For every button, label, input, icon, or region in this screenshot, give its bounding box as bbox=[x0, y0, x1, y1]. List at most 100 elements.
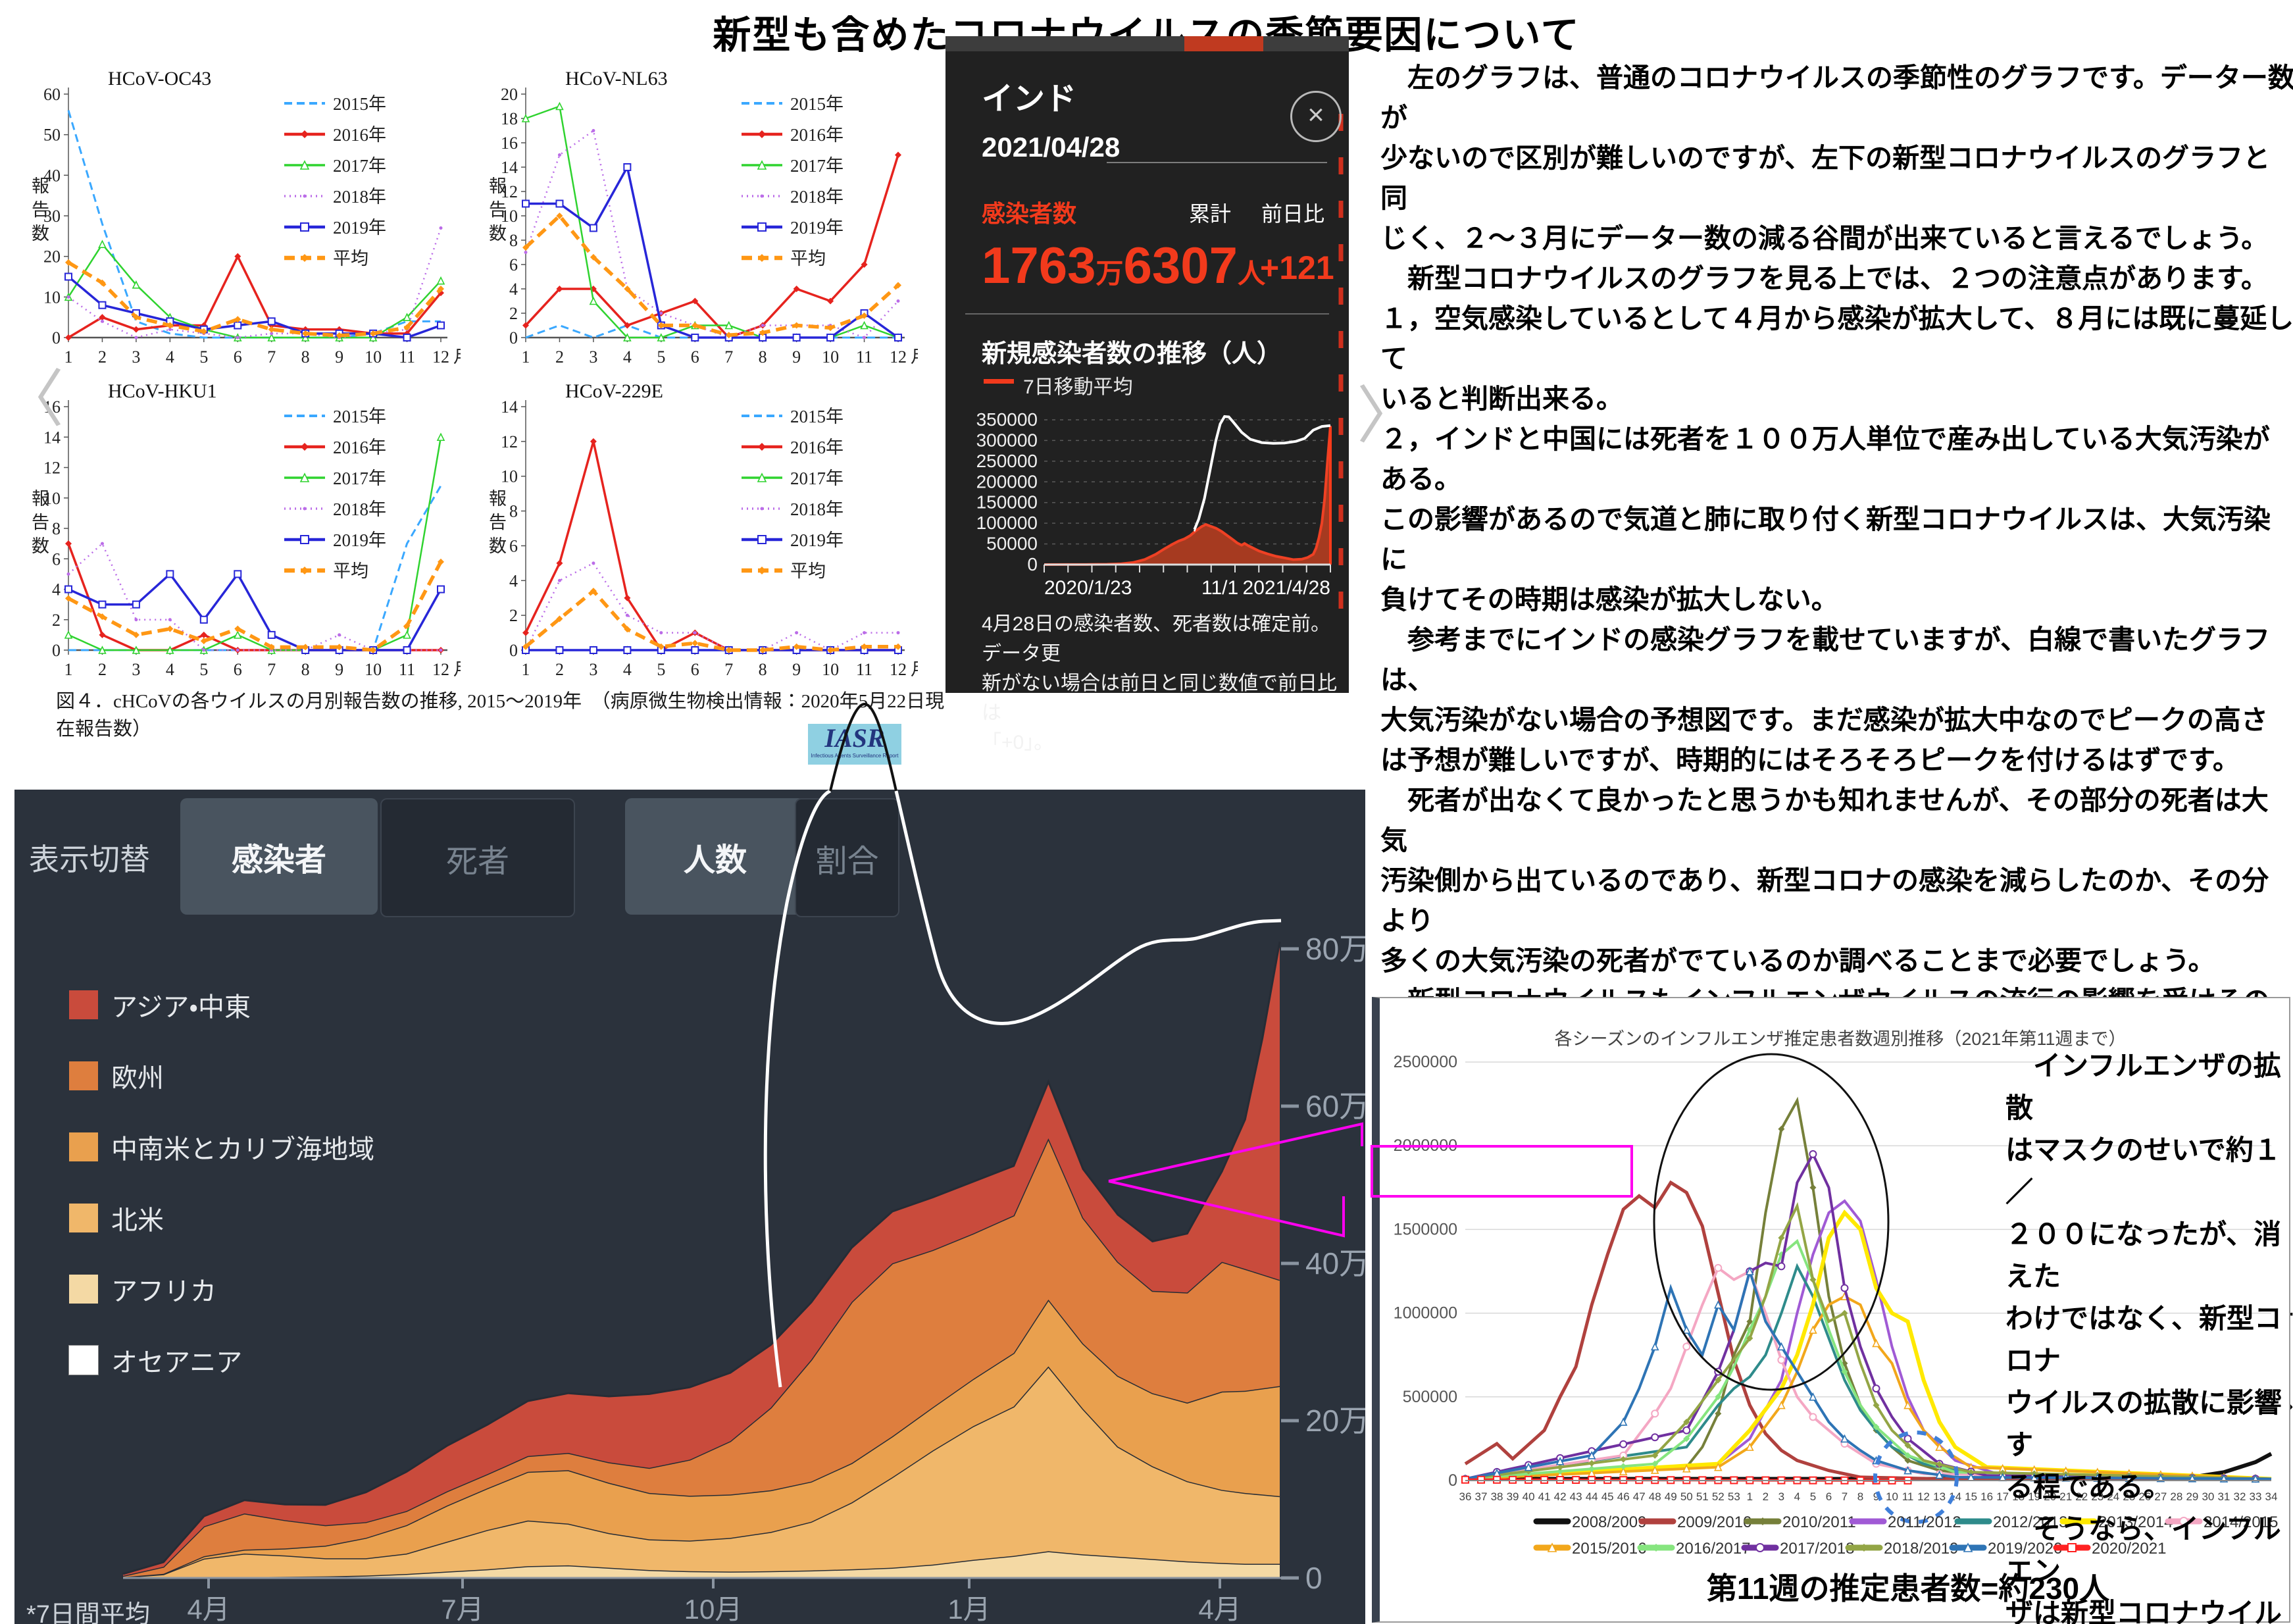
legend-swatch bbox=[68, 1345, 99, 1375]
value-main: 1763 bbox=[982, 236, 1096, 294]
series-2019/2020 bbox=[1465, 1266, 2272, 1481]
marker-diamond bbox=[1904, 1457, 1911, 1464]
flu-side-line: わけではなく、新型コロナ bbox=[2005, 1303, 2282, 1376]
y-tick-label: 20 bbox=[501, 85, 518, 104]
week-label: 40 bbox=[1523, 1490, 1535, 1503]
x-axis-unit: 月 bbox=[453, 347, 461, 367]
legend-label: 2018/2019 bbox=[1884, 1540, 1958, 1558]
legend-label: 2017年 bbox=[333, 156, 386, 176]
x-tick-label: 4 bbox=[166, 347, 174, 367]
india-area-line bbox=[1044, 426, 1332, 566]
marker-diamond bbox=[301, 254, 309, 262]
legend-label: 2018年 bbox=[333, 187, 386, 207]
marker-triangle bbox=[1619, 1417, 1628, 1426]
y-tick-label: 150000 bbox=[976, 492, 1038, 513]
y-tick-label: 18 bbox=[501, 109, 518, 128]
x-axis-unit: 月 bbox=[911, 347, 918, 367]
y-axis-label: 報 bbox=[489, 176, 507, 196]
commentary-line: 大気汚染がない場合の予想図です。まだ感染が拡大中なのでピークの高さ bbox=[1380, 705, 2268, 735]
marker-triangle bbox=[166, 646, 174, 654]
marker-diamond bbox=[1873, 1402, 1880, 1409]
stack-area-欧州 bbox=[123, 1138, 1280, 1577]
marker-diamond bbox=[1651, 1460, 1659, 1467]
footnote-7day: *7日間平均 bbox=[26, 1601, 150, 1624]
close-icon[interactable]: × bbox=[1290, 91, 1342, 142]
x-tick-label: 5 bbox=[199, 660, 208, 679]
marker-diamond bbox=[861, 643, 868, 650]
x-tick-label: 2 bbox=[555, 660, 564, 679]
marker-diamond bbox=[624, 594, 631, 601]
marker-square bbox=[894, 334, 902, 342]
marker-diamond bbox=[590, 588, 597, 595]
marker-diamond bbox=[403, 622, 411, 629]
chart-title: HCoV-HKU1 bbox=[108, 380, 217, 402]
y-tick-label: 14 bbox=[501, 397, 518, 417]
marker-diamond bbox=[301, 443, 309, 451]
marker-diamond bbox=[1683, 1418, 1690, 1425]
carousel-prev-icon[interactable]: 〈 bbox=[1, 365, 64, 434]
marker-dot bbox=[760, 507, 764, 511]
avg-line-swatch bbox=[984, 379, 1014, 384]
marker-diamond bbox=[1715, 1377, 1722, 1384]
x-tick-label: 8 bbox=[759, 660, 767, 679]
x-tick-label: 10 bbox=[365, 347, 382, 367]
x-tick-label: 3 bbox=[589, 347, 597, 367]
marker-square bbox=[589, 224, 597, 232]
y-tick-label: 12 bbox=[501, 432, 518, 451]
x-tick-label: 11/1 bbox=[1201, 577, 1238, 599]
carousel-next-icon[interactable]: 〉 bbox=[1357, 381, 1420, 451]
legend-label: 2018年 bbox=[790, 187, 844, 207]
marker-triangle bbox=[521, 114, 530, 122]
india-metric-label: 感染者数 bbox=[982, 200, 1077, 227]
tab-死者[interactable]: 死者 bbox=[380, 798, 575, 917]
flu-side-line: る程である。 bbox=[2005, 1471, 2171, 1502]
marker-triangle bbox=[1619, 1467, 1628, 1476]
marker-diamond bbox=[1936, 1461, 1943, 1468]
legend-swatch bbox=[69, 1204, 98, 1232]
x-tick-label: 9 bbox=[792, 347, 801, 367]
marker-circle bbox=[1840, 1284, 1849, 1292]
legend-label: 2013/2014 bbox=[2098, 1513, 2173, 1531]
week-label: 15 bbox=[1965, 1490, 1977, 1503]
flu-side-line: そうなら、インフルエン bbox=[2005, 1513, 2281, 1586]
x-tick-label: 11 bbox=[856, 660, 872, 679]
marker-triangle bbox=[555, 101, 564, 111]
marker-triangle bbox=[299, 472, 310, 482]
marker-square bbox=[132, 600, 140, 609]
marker-diamond bbox=[522, 643, 529, 650]
marker-diamond bbox=[1809, 1276, 1817, 1283]
marker-circle bbox=[1682, 1426, 1691, 1434]
tab-感染者[interactable]: 感染者 bbox=[180, 798, 378, 915]
week-label: 29 bbox=[2186, 1490, 2198, 1503]
marker-triangle bbox=[589, 296, 598, 305]
marker-diamond bbox=[590, 286, 597, 292]
marker-square bbox=[1493, 1475, 1501, 1484]
marker-diamond bbox=[1683, 1435, 1690, 1442]
marker-diamond bbox=[759, 647, 767, 653]
marker-diamond bbox=[556, 559, 563, 567]
marker-diamond bbox=[556, 286, 563, 292]
marker-triangle bbox=[403, 630, 411, 639]
flu-side-line: ２００になったが、消えた bbox=[2005, 1219, 2282, 1292]
x-tick-label: 3 bbox=[589, 660, 597, 679]
india-chart-title: 新規感染者数の推移（人） bbox=[982, 340, 1282, 368]
y-tick-label: 80万 bbox=[1305, 932, 1365, 966]
marker-diamond bbox=[65, 259, 72, 266]
marker-diamond bbox=[758, 443, 766, 451]
y-tick-label: 0 bbox=[509, 641, 518, 660]
week-label: 19 bbox=[2028, 1490, 2040, 1503]
y-tick-label: 10 bbox=[43, 288, 61, 307]
marker-circle bbox=[1651, 1433, 1659, 1442]
marker-triangle bbox=[98, 240, 107, 248]
marker-dot bbox=[100, 319, 104, 323]
y-tick-label: 40万 bbox=[1305, 1246, 1365, 1281]
y-tick-label: 30 bbox=[43, 207, 61, 226]
x-tick-label: 11 bbox=[399, 660, 415, 679]
iasr-logo-subtext: Infectious Agents Surveillance Report bbox=[811, 753, 899, 759]
marker-diamond bbox=[1873, 1423, 1880, 1431]
x-tick-label: 10 bbox=[822, 347, 839, 367]
y-tick-label: 40 bbox=[43, 166, 61, 185]
y-tick-label: 8 bbox=[509, 502, 518, 521]
marker-dot bbox=[134, 336, 138, 340]
week-label: 2 bbox=[1763, 1490, 1769, 1503]
